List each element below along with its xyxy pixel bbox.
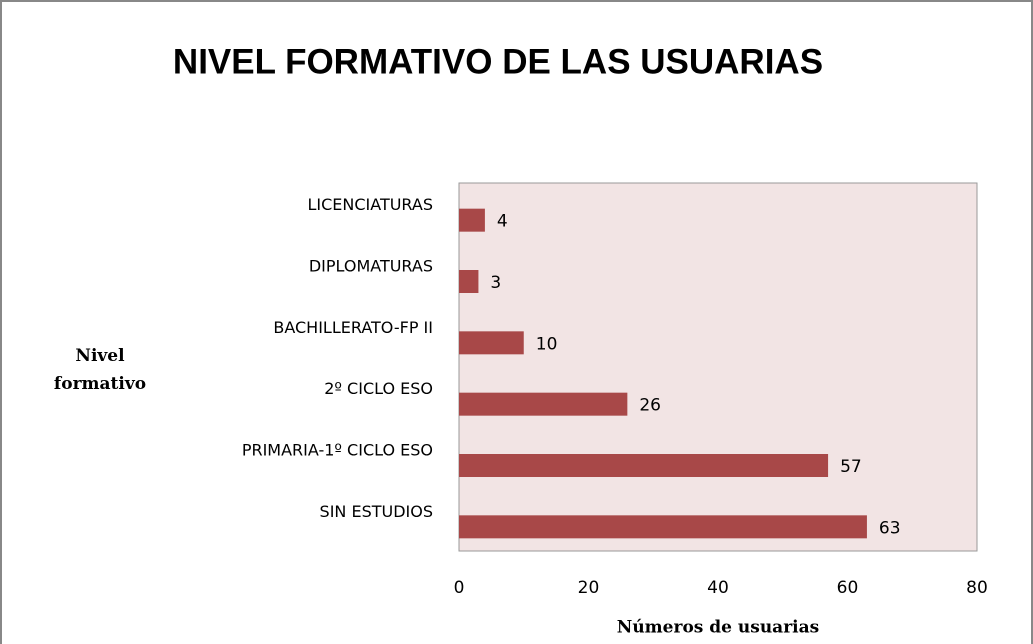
y-tick-label: DIPLOMATURAS	[309, 257, 433, 276]
y-tick-label: BACHILLERATO-FP II	[273, 318, 433, 337]
y-tick-label: LICENCIATURAS	[307, 195, 433, 214]
value-label: 10	[536, 334, 558, 354]
bar	[459, 208, 485, 232]
x-axis-label: Números de usuarias	[617, 618, 819, 638]
value-label: 3	[490, 273, 501, 293]
x-tick-label: 40	[707, 578, 729, 598]
value-label: 4	[497, 212, 508, 232]
bar	[459, 331, 524, 355]
value-label: 63	[879, 518, 901, 538]
y-axis-label: Nivel formativo	[53, 346, 147, 394]
x-tick-label: 0	[454, 578, 465, 598]
bar	[459, 454, 829, 477]
x-tick-label: 20	[578, 578, 600, 598]
x-tick-label: 80	[966, 578, 988, 598]
y-tick-label: 2º CICLO ESO	[324, 379, 433, 398]
value-label: 26	[639, 396, 661, 416]
plot-area	[458, 182, 978, 552]
y-tick-label: PRIMARIA-1º CICLO ESO	[242, 441, 433, 460]
x-tick-label: 60	[837, 578, 859, 598]
value-label: 57	[840, 457, 862, 477]
chart-title: NIVEL FORMATIVO DE LAS USUARIAS	[173, 42, 823, 81]
bar	[459, 515, 867, 539]
y-tick-label: SIN ESTUDIOS	[320, 502, 433, 521]
bar	[459, 270, 479, 293]
bar	[459, 392, 628, 416]
